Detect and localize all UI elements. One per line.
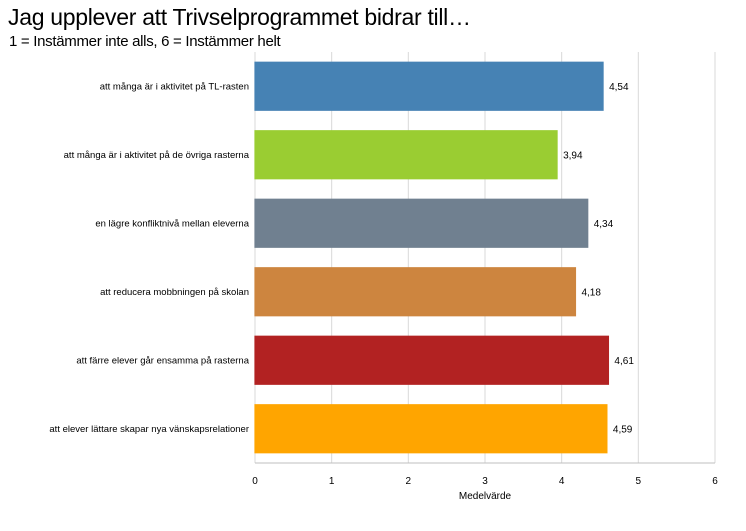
data-label: 4,18 (581, 287, 601, 298)
bar (254, 267, 577, 317)
x-axis-title: Medelvärde (459, 491, 512, 502)
x-tick-label: 4 (559, 476, 565, 487)
data-label: 3,94 (563, 150, 583, 161)
data-label: 4,34 (594, 219, 614, 230)
bar (254, 335, 610, 385)
bar (254, 61, 604, 111)
category-label: att elever lättare skapar nya vänskapsre… (49, 424, 249, 435)
data-label: 4,59 (613, 424, 633, 435)
x-tick-label: 1 (329, 476, 335, 487)
bar (254, 198, 589, 248)
data-label: 4,61 (614, 356, 634, 367)
x-tick-label: 6 (712, 476, 718, 487)
category-label: att färre elever går ensamma på rasterna (76, 355, 249, 366)
category-label: att reducera mobbningen på skolan (100, 287, 249, 298)
x-tick-label: 2 (406, 476, 412, 487)
chart-subtitle: 1 = Instämmer inte alls, 6 = Instämmer h… (9, 33, 281, 50)
x-tick-label: 3 (482, 476, 488, 487)
category-label: att många är i aktivitet på de övriga ra… (64, 150, 250, 161)
category-label: att många är i aktivitet på TL-rasten (100, 81, 249, 92)
category-label: en lägre konfliktnivå mellan eleverna (95, 218, 249, 229)
x-tick-label: 0 (252, 476, 258, 487)
data-label: 4,54 (609, 82, 629, 93)
x-tick-label: 5 (636, 476, 642, 487)
bar (254, 130, 558, 180)
bar (254, 404, 608, 454)
chart-title: Jag upplever att Trivselprogrammet bidra… (8, 4, 471, 30)
